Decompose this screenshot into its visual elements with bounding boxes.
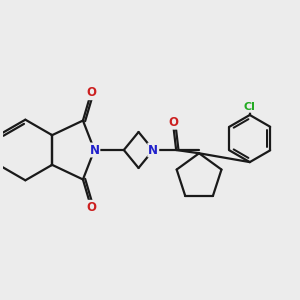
Text: O: O — [86, 201, 96, 214]
Text: O: O — [86, 86, 96, 99]
Text: O: O — [168, 116, 178, 129]
Text: N: N — [148, 143, 158, 157]
Text: N: N — [89, 143, 99, 157]
Text: Cl: Cl — [244, 102, 256, 112]
